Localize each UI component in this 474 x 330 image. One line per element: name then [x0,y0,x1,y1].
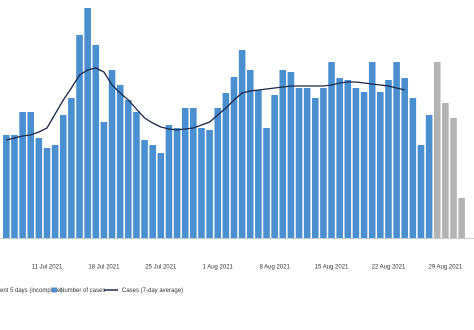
x-tick-label: 25 Jul 2021 [145,265,177,271]
bar [198,128,205,238]
bar [173,128,181,238]
line [6,67,405,141]
bar [11,135,18,238]
bar [157,153,165,238]
bar [311,98,319,238]
bar [287,72,295,238]
bar [336,78,343,238]
bar [417,145,425,238]
bar [27,112,35,238]
x-tick-label: 1 Aug 2021 [203,265,234,271]
legend-label: Cases (7-day average) [122,288,183,294]
bar [230,77,238,238]
bar [141,140,148,238]
bar [393,62,400,238]
bar [222,93,230,238]
legend-swatch [52,287,57,293]
bar [263,128,270,238]
legend-label: ent 5 days (incomplete) [0,288,62,294]
bar [108,70,116,238]
bar [3,135,10,238]
bar [116,85,124,238]
bar [368,62,376,238]
x-tick-label: 11 Jul 2021 [32,265,63,271]
bar [214,108,222,238]
bar [271,95,278,238]
bar [352,88,360,238]
bar [433,62,441,238]
bar [238,50,246,238]
bar [425,115,433,238]
bar [84,8,91,238]
bar [68,98,75,238]
x-tick-label: 22 Aug 2021 [372,265,406,271]
x-tick-label: 15 Aug 2021 [315,265,349,271]
bar [19,112,26,238]
bar [181,108,189,238]
bar [51,145,59,238]
x-tick-label: 8 Aug 2021 [259,265,290,271]
bar [409,98,417,238]
bar [360,92,368,238]
bar [165,125,173,238]
bar [295,88,303,238]
bar [125,100,132,238]
bar [190,108,197,238]
bar [133,112,140,238]
bar [100,122,108,238]
bar [385,80,392,238]
bar [401,78,409,238]
legend-label: Number of cases [60,288,105,294]
bar [149,145,156,238]
bar [59,115,67,238]
bar [377,92,384,238]
bar [206,130,213,238]
bar [92,45,100,238]
x-tick-label: 18 Jul 2021 [88,265,120,271]
bar [303,88,311,238]
bar [255,90,262,238]
bar [279,70,287,238]
bar [35,138,43,238]
bar [442,103,449,238]
bar [458,198,465,238]
x-tick-label: 29 Aug 2021 [429,265,463,271]
bar [76,35,83,238]
bar [328,62,335,238]
bar [344,80,352,238]
bar [43,148,51,238]
bar [320,88,327,238]
bar [450,118,457,238]
bar [246,70,254,238]
